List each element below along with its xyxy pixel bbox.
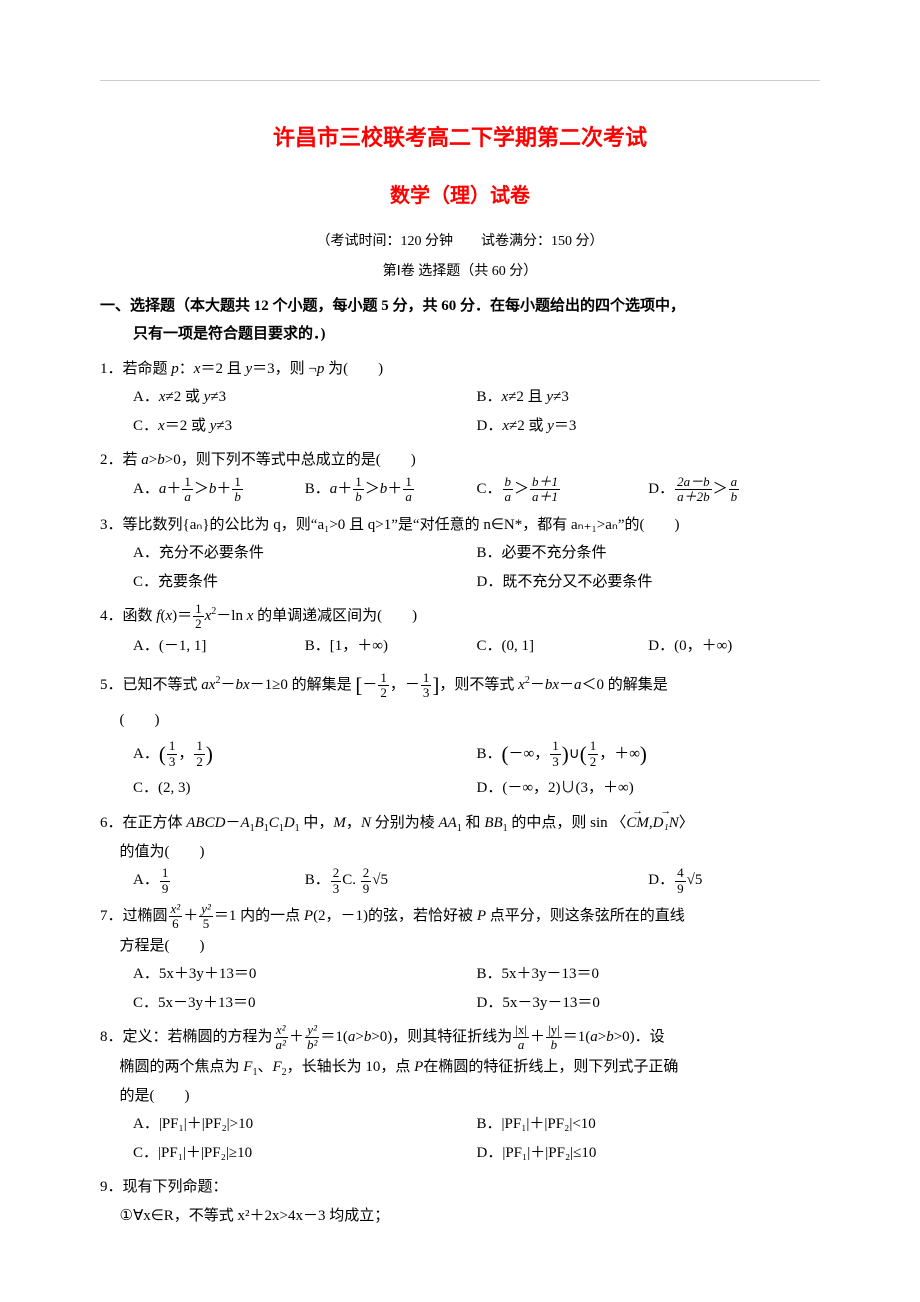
q2-stem: 2．若 a>b>0，则下列不等式中总成立的是( ) [100,446,820,475]
question-6: 6．在正方体 ABCD－A1B1C1D1 中，M，N 分别为棱 AA1 和 BB… [100,809,820,896]
q5-opt-d: D．(－∞，2)∪(3，＋∞) [477,774,821,803]
q8-opt-a: A．|PF₁|＋|PF₂|>10 [133,1110,477,1139]
q7-opt-a: A．5x＋3y＋13＝0 [133,960,477,989]
q5-options: A．(13，12) B．(－∞，13)∪(12，＋∞) C．(2, 3) D．(… [100,735,820,803]
q5-opt-c: C．(2, 3) [133,774,477,803]
q4-opt-b: B．[1，＋∞) [305,632,477,661]
q7-stem2: 方程是( ) [100,932,820,961]
q8-stem2: 椭圆的两个焦点为 F1、F2，长轴长为 10，点 P在椭圆的特征折线上，则下列式… [100,1053,820,1082]
q7-opt-b: B．5x＋3y－13＝0 [477,960,821,989]
q7-options: A．5x＋3y＋13＝0 B．5x＋3y－13＝0 C．5x－3y＋13＝0 D… [100,960,820,1017]
section-header: 一、选择题（本大题共 12 个小题，每小题 5 分，共 60 分．在每小题给出的… [100,292,820,349]
q6-stem: 6．在正方体 ABCD－A1B1C1D1 中，M，N 分别为棱 AA1 和 BB… [100,809,820,838]
page-title: 许昌市三校联考高二下学期第二次考试 [100,117,820,159]
q7-opt-d: D．5x－3y－13＝0 [477,989,821,1018]
q7-opt-c: C．5x－3y＋13＝0 [133,989,477,1018]
q8-opt-d: D．|PF₁|＋|PF₂|≤10 [477,1139,821,1168]
question-5: 5．已知不等式 ax2－bx－1≥0 的解集是 [－12，－13]，则不等式 x… [100,666,820,803]
q1-options: A．x≠2 或 y≠3 B．x≠2 且 y≠3 C．x＝2 或 y≠3 D．x≠… [100,383,820,440]
q6-opt-d: D．49√5 [648,866,820,896]
q3-options: A．充分不必要条件 B．必要不充分条件 C．充要条件 D．既不充分又不必要条件 [100,539,820,596]
q8-opt-c: C．|PF₁|＋|PF₂|≥10 [133,1139,477,1168]
q7-stem: 7．过椭圆x²6＋y²5＝1 内的一点 P(2，－1)的弦，若恰好被 P 点平分… [100,902,820,932]
q2-opt-c: C．ba＞b＋1a＋1 [477,475,649,505]
meta-time: （考试时间：120 分钟 试卷满分：150 分） [100,229,820,256]
q1-opt-a: A．x≠2 或 y≠3 [133,383,477,412]
q6-opt-b: B．23C. 29√5 [305,866,477,896]
q9-item1: ①∀x∈R，不等式 x²＋2x>4x－3 均成立； [100,1202,820,1231]
question-2: 2．若 a>b>0，则下列不等式中总成立的是( ) A．a＋1a＞b＋1b B．… [100,446,820,504]
q4-opt-c: C．(0, 1] [477,632,649,661]
meta-part: 第Ⅰ卷 选择题（共 60 分） [100,259,820,286]
section-line2: 只有一项是符合题目要求的．) [100,320,820,349]
q8-opt-b: B．|PF₁|＋|PF₂|<10 [477,1110,821,1139]
q2-options: A．a＋1a＞b＋1b B．a＋1b＞b＋1a C．ba＞b＋1a＋1 D．2a… [100,475,820,505]
section-line1: 一、选择题（本大题共 12 个小题，每小题 5 分，共 60 分．在每小题给出的… [100,298,685,314]
q8-stem3: 的是( ) [100,1082,820,1111]
q1-opt-d: D．x≠2 或 y＝3 [477,412,821,441]
q5-opt-b: B．(－∞，13)∪(12，＋∞) [477,735,821,775]
q8-stem: 8．定义：若椭圆的方程为x²a²＋y²b²＝1(a>b>0)，则其特征折线为|x… [100,1023,820,1053]
q4-opt-d: D．(0，＋∞) [648,632,820,661]
q1-opt-b: B．x≠2 且 y≠3 [477,383,821,412]
q2-opt-b: B．a＋1b＞b＋1a [305,475,477,505]
question-7: 7．过椭圆x²6＋y²5＝1 内的一点 P(2，－1)的弦，若恰好被 P 点平分… [100,902,820,1017]
q6-stem2: 的值为( ) [100,838,820,867]
q5-opt-a: A．(13，12) [133,735,477,775]
q5-stem: 5．已知不等式 ax2－bx－1≥0 的解集是 [－12，－13]，则不等式 x… [100,666,820,706]
question-3: 3．等比数列{aₙ}的公比为 q，则“a₁>0 且 q>1”是“对任意的 n∈N… [100,511,820,597]
q3-opt-a: A．充分不必要条件 [133,539,477,568]
q3-opt-b: B．必要不充分条件 [477,539,821,568]
q2-opt-d: D．2a－ba＋2b＞ab [648,475,820,505]
question-9: 9．现有下列命题： ①∀x∈R，不等式 x²＋2x>4x－3 均成立； [100,1173,820,1230]
q4-stem: 4．函数 f(x)＝12x2－ln x 的单调递减区间为( ) [100,602,820,632]
q2-opt-a: A．a＋1a＞b＋1b [133,475,305,505]
q6-opt-spacer [477,866,649,896]
q6-options: A．19 B．23C. 29√5 D．49√5 [100,866,820,896]
q9-stem: 9．现有下列命题： [100,1173,820,1202]
q8-options: A．|PF₁|＋|PF₂|>10 B．|PF₁|＋|PF₂|<10 C．|PF₁… [100,1110,820,1167]
q6-opt-a: A．19 [133,866,305,896]
q3-opt-d: D．既不充分又不必要条件 [477,568,821,597]
q1-stem: 1．若命题 p：x＝2 且 y＝3，则 ¬p 为( ) [100,355,820,384]
q3-opt-c: C．充要条件 [133,568,477,597]
q3-stem: 3．等比数列{aₙ}的公比为 q，则“a₁>0 且 q>1”是“对任意的 n∈N… [100,511,820,540]
q4-options: A．(－1, 1] B．[1，＋∞) C．(0, 1] D．(0，＋∞) [100,632,820,661]
q5-paren: ( ) [100,706,820,735]
q1-opt-c: C．x＝2 或 y≠3 [133,412,477,441]
question-8: 8．定义：若椭圆的方程为x²a²＋y²b²＝1(a>b>0)，则其特征折线为|x… [100,1023,820,1167]
top-divider [100,80,820,81]
question-1: 1．若命题 p：x＝2 且 y＝3，则 ¬p 为( ) A．x≠2 或 y≠3 … [100,355,820,441]
question-4: 4．函数 f(x)＝12x2－ln x 的单调递减区间为( ) A．(－1, 1… [100,602,820,660]
q4-opt-a: A．(－1, 1] [133,632,305,661]
page-subtitle: 数学（理）试卷 [100,177,820,215]
